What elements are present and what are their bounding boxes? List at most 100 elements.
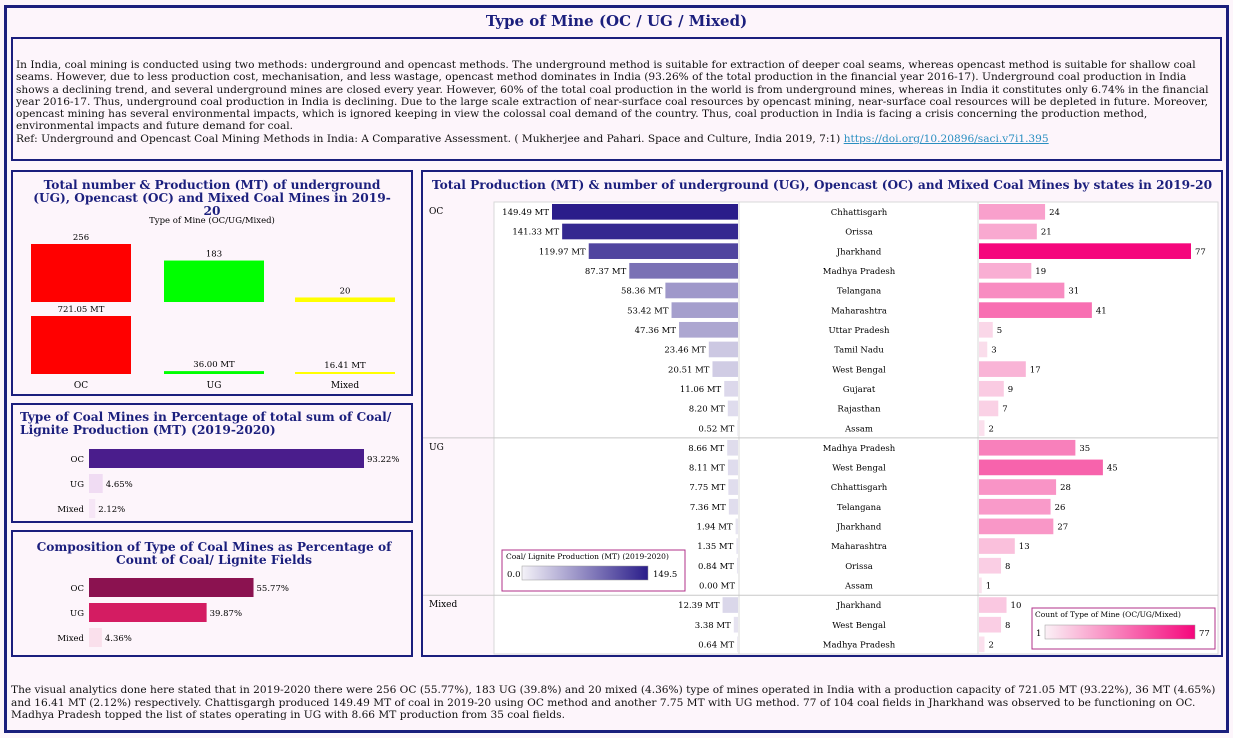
count-bar-ug-assam xyxy=(979,577,982,594)
count-label-oc-orissa: 21 xyxy=(1041,228,1052,238)
production-bar-ug-chhattisgarh xyxy=(728,479,738,495)
production-label-mixed-jharkhand: 12.39 MT xyxy=(678,601,720,611)
count-pct-category-mixed: Mixed xyxy=(57,634,84,644)
reference-link[interactable]: https://doi.org/10.20896/saci.v7i1.395 xyxy=(843,132,1049,145)
production-bar-oc-chhattisgarh xyxy=(552,204,738,220)
production-label-ug-madhya-pradesh: 8.66 MT xyxy=(688,444,724,454)
production-bar-oc-madhya-pradesh xyxy=(629,262,738,279)
state-label-ug-assam: Assam xyxy=(844,582,873,592)
state-label-oc-west-bengal: West Bengal xyxy=(832,365,886,375)
mine-count-production-panel: Total number & Production (MT) of underg… xyxy=(11,170,413,396)
state-label-mixed-jharkhand: Jharkhand xyxy=(836,601,882,611)
production-bar-ug-jharkhand xyxy=(735,518,738,535)
production-bar-ug xyxy=(164,371,264,374)
state-label-oc-jharkhand: Jharkhand xyxy=(836,247,882,257)
production-bar-ug-west-bengal xyxy=(727,459,738,476)
state-production-chart: OC 149.49 MT Chhattisgarh 24 141.33 MT Orissa… xyxy=(423,201,1219,655)
production-bar-oc-orissa xyxy=(562,223,738,240)
prod-pct-value-oc: 93.22% xyxy=(367,455,399,465)
count-bar-oc-gujarat xyxy=(979,380,1004,397)
count-bar-oc-west-bengal xyxy=(979,361,1026,377)
count-bar-oc-chhattisgarh xyxy=(979,204,1046,220)
production-label-oc-tamil-nadu: 23.46 MT xyxy=(664,346,706,356)
count-bar-ug-madhya-pradesh xyxy=(979,439,1076,456)
count-label-mixed-jharkhand: 10 xyxy=(1011,601,1022,611)
prod-pct-value-mixed: 2.12% xyxy=(98,505,125,515)
count-bar-ug xyxy=(164,260,264,302)
count-bar-oc-uttar-pradesh xyxy=(979,321,993,338)
count-bar-ug-chhattisgarh xyxy=(979,479,1057,495)
count-label-oc-chhattisgarh: 24 xyxy=(1049,208,1060,218)
state-label-oc-rajasthan: Rajasthan xyxy=(837,405,881,415)
production-legend-gradient xyxy=(521,565,649,581)
count-bar-mixed-madhya-pradesh xyxy=(979,636,985,653)
production-label-mixed-west-bengal: 3.38 MT xyxy=(695,621,731,631)
production-label-oc-madhya-pradesh: 87.37 MT xyxy=(585,267,627,277)
production-bar-oc-rajasthan xyxy=(727,400,738,417)
count-bar-ug-west-bengal xyxy=(979,459,1103,476)
count-bar-oc-assam xyxy=(979,420,985,436)
production-bar-ug-telangana xyxy=(728,498,738,515)
count-label-oc-gujarat: 9 xyxy=(1008,385,1013,395)
count-pct-category-ug: UG xyxy=(70,609,84,619)
production-bar-mixed-jharkhand xyxy=(722,597,738,613)
count-label-ug-jharkhand: 27 xyxy=(1057,523,1068,533)
production-label-oc-jharkhand: 119.97 MT xyxy=(539,247,586,257)
summary-text: The visual analytics done here stated th… xyxy=(11,684,1216,721)
state-production-title: Total Production (MT) & number of underg… xyxy=(431,178,1213,192)
production-bar-mixed-madhya-pradesh xyxy=(737,636,738,653)
count-bar-oc xyxy=(31,244,131,302)
count-label-oc-assam: 2 xyxy=(989,424,994,434)
count-bar-oc-tamil-nadu xyxy=(979,341,988,358)
count-label-ug-west-bengal: 45 xyxy=(1107,464,1118,474)
state-label-ug-madhya-pradesh: Madhya Pradesh xyxy=(823,444,896,454)
count-bar-ug-maharashtra xyxy=(979,538,1015,554)
production-legend-title: Coal/ Lignite Production (MT) (2019-2020… xyxy=(506,552,669,561)
count-label-ug: 183 xyxy=(206,250,222,260)
mine-count-production-title: Total number & Production (MT) of underg… xyxy=(33,178,391,218)
production-bar-ug-madhya-pradesh xyxy=(727,439,738,456)
count-label-mixed: 20 xyxy=(340,286,351,296)
count-label-ug-orissa: 8 xyxy=(1005,562,1010,572)
count-legend-gradient xyxy=(1044,624,1196,640)
count-label-mixed-madhya-pradesh: 2 xyxy=(989,641,994,651)
count-label-oc-maharashtra: 41 xyxy=(1096,306,1107,316)
count-pct-value-mixed: 4.36% xyxy=(105,634,132,644)
state-label-oc-uttar-pradesh: Uttar Pradesh xyxy=(829,326,891,336)
count-label-oc-tamil-nadu: 3 xyxy=(991,346,996,356)
production-bar-oc-assam xyxy=(737,420,738,436)
state-label-oc-maharashtra: Maharashtra xyxy=(831,306,887,316)
count-label-ug-maharashtra: 13 xyxy=(1019,542,1030,552)
count-bar-oc-maharashtra xyxy=(979,302,1092,318)
count-pct-value-oc: 55.77% xyxy=(257,584,289,594)
production-bar-oc-uttar-pradesh xyxy=(679,321,738,338)
count-pct-bar-mixed xyxy=(89,628,102,647)
intro-panel: In India, coal mining is conducted using… xyxy=(11,37,1222,161)
prod-pct-category-mixed: Mixed xyxy=(57,505,84,515)
state-label-ug-chhattisgarh: Chhattisgarh xyxy=(831,483,888,493)
prod-pct-bar-ug xyxy=(89,474,103,493)
state-label-oc-madhya-pradesh: Madhya Pradesh xyxy=(823,267,896,277)
production-percentage-title: Type of Coal Mines in Percentage of tota… xyxy=(20,410,392,437)
production-bar-oc-jharkhand xyxy=(588,243,738,259)
count-bar-oc-orissa xyxy=(979,223,1037,240)
count-pct-bar-oc xyxy=(89,578,254,597)
count-bar-oc-rajasthan xyxy=(979,400,999,417)
count-label-oc-telangana: 31 xyxy=(1068,287,1079,297)
count-percentage-panel: Composition of Type of Coal Mines as Per… xyxy=(11,530,413,657)
production-label-ug: 36.00 MT xyxy=(193,360,235,370)
production-label-ug-jharkhand: 1.94 MT xyxy=(697,523,733,533)
count-bar-mixed-west-bengal xyxy=(979,616,1002,633)
count-label-oc-jharkhand: 77 xyxy=(1195,247,1206,257)
production-label-ug-orissa: 0.84 MT xyxy=(698,562,734,572)
group-label-mixed: Mixed xyxy=(429,600,457,610)
count-bar-mixed xyxy=(295,297,395,302)
production-label-ug-west-bengal: 8.11 MT xyxy=(689,464,725,474)
production-label-ug-maharashtra: 1.35 MT xyxy=(697,542,733,552)
count-label-oc-madhya-pradesh: 19 xyxy=(1035,267,1046,277)
count-pct-bar-ug xyxy=(89,603,207,622)
prod-pct-bar-mixed xyxy=(89,499,96,518)
state-label-oc-tamil-nadu: Tamil Nadu xyxy=(834,346,884,356)
state-label-oc-orissa: Orissa xyxy=(845,228,873,238)
count-bar-oc-jharkhand xyxy=(979,243,1191,259)
